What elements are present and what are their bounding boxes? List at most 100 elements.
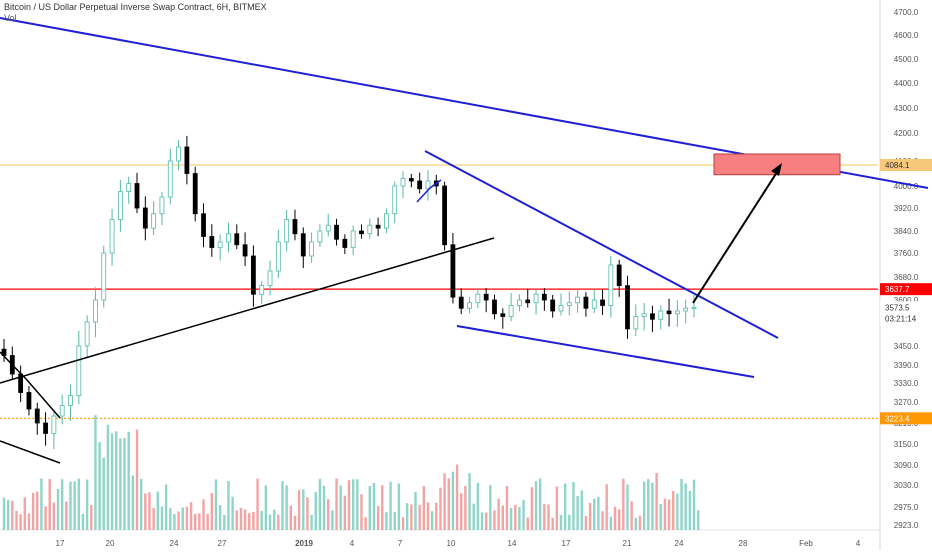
volume-bar (505, 485, 509, 530)
volume-bar (223, 515, 226, 530)
candle-body (517, 299, 522, 306)
volume-bar (19, 514, 22, 530)
candle-body (508, 305, 514, 317)
candle-body (159, 196, 165, 215)
volume-bar (139, 478, 143, 530)
volume-bar (65, 501, 68, 530)
volume-bar (102, 457, 105, 530)
volume-bar (593, 498, 596, 530)
candle-body (458, 296, 464, 309)
volume-bar (6, 500, 10, 530)
volume-bar (435, 502, 438, 530)
candle-body (334, 224, 339, 240)
candle-body (226, 233, 231, 243)
x-tick-label: 21 (623, 539, 632, 548)
volume-bar (11, 500, 14, 530)
volume-bar (630, 501, 633, 530)
volume-bar (181, 507, 184, 530)
volume-bar (493, 510, 496, 530)
volume-bar (559, 514, 563, 530)
volume-bar (684, 483, 687, 530)
candle-body (683, 307, 689, 312)
volume-bar (518, 507, 521, 530)
volume-bar (322, 485, 326, 530)
volume-bar (526, 517, 529, 530)
volume-bar (277, 514, 280, 530)
y-tick-label: 2975.0 (894, 503, 919, 512)
price-tag-red-bg (880, 283, 932, 296)
volume-bar (472, 503, 475, 530)
y-tick-label: 4000.0 (894, 182, 919, 191)
candle-body (167, 160, 173, 198)
candle-body (217, 241, 223, 248)
x-tick-label: 7 (398, 539, 403, 548)
volume-bar (613, 506, 617, 530)
x-tick-label: 10 (447, 539, 456, 548)
volume-bar (609, 516, 613, 530)
volume-bar (626, 484, 629, 530)
volume-bar (692, 479, 696, 530)
candle-body (209, 236, 215, 248)
volume-bar (642, 481, 646, 530)
candle-body (575, 296, 581, 304)
volume-bar (688, 491, 692, 530)
candle-body (76, 345, 82, 397)
candle-body (242, 244, 248, 257)
volume-bar (281, 481, 284, 530)
volume-bars (2, 415, 700, 530)
volume-bar (156, 491, 159, 530)
volume-bar (547, 504, 550, 530)
volume-bar (206, 514, 209, 530)
price-tag-current-bg (880, 301, 932, 326)
volume-bar (663, 498, 667, 530)
candle-body (625, 285, 630, 330)
y-tick-label: 4200.0 (894, 129, 919, 138)
volume-bar (534, 481, 538, 530)
candle-body (492, 299, 497, 315)
volume-bar (501, 505, 504, 530)
volume-bar (202, 499, 205, 530)
volume-bar (464, 486, 467, 530)
volume-bar (85, 479, 89, 530)
volume-bar (555, 486, 559, 530)
candle-body (375, 224, 381, 229)
volume-bar (69, 481, 72, 530)
y-tick-label: 3920.0 (894, 204, 919, 213)
volume-bar (651, 482, 654, 530)
volume-bar (522, 499, 525, 530)
volume-bar (572, 482, 575, 530)
volume-bar (94, 415, 97, 530)
candle-body (350, 230, 356, 248)
volume-bar (264, 485, 268, 530)
y-tick-label: 4300.0 (894, 104, 919, 113)
volume-bar (360, 494, 363, 530)
volume-bar (576, 496, 579, 530)
volume-bar (285, 485, 288, 530)
candle-body (26, 392, 32, 410)
volume-bar (60, 479, 64, 530)
candle-body (658, 310, 664, 320)
volume-bar (497, 498, 500, 530)
volume-bar (451, 471, 455, 530)
y-tick-label: 3390.0 (894, 361, 919, 370)
candle-body (317, 230, 323, 243)
volume-bar (106, 424, 110, 530)
trendline-downtrend-upper (0, 351, 61, 419)
y-tick-label: 4700.0 (894, 8, 919, 17)
y-tick-label: 3270.0 (894, 398, 919, 407)
candle-body (134, 183, 140, 209)
volume-bar (15, 510, 18, 530)
volume-bar (489, 485, 492, 530)
candle-body (666, 310, 672, 315)
volume-bar (73, 481, 76, 530)
price-tag-yellow-bg (880, 158, 932, 171)
x-tick-label: 20 (106, 539, 115, 548)
candle-body (117, 191, 123, 220)
volume-label: Vol (4, 13, 17, 23)
volume-bar (397, 483, 401, 530)
volume-bar (588, 503, 592, 530)
volume-bar (460, 493, 463, 530)
volume-bar (248, 513, 251, 530)
volume-bar (343, 495, 347, 530)
candle-body (633, 316, 639, 330)
